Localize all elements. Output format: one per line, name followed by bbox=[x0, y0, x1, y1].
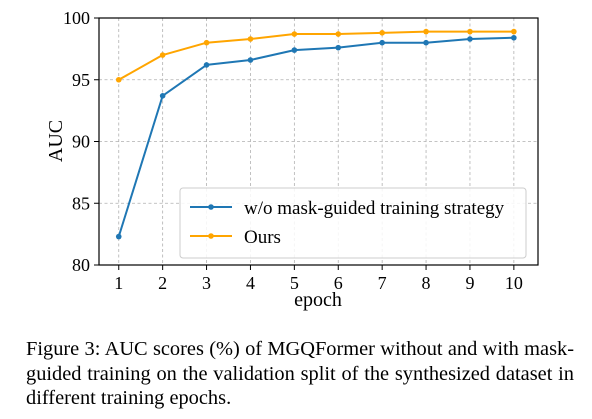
x-tick-label: 7 bbox=[378, 273, 387, 293]
legend-marker-series-2 bbox=[208, 233, 214, 239]
y-tick-label: 100 bbox=[63, 8, 90, 28]
data-point-series-1 bbox=[203, 62, 210, 68]
x-tick-label: 4 bbox=[246, 273, 255, 293]
y-tick-label: 85 bbox=[72, 193, 90, 213]
axis-ticks: 1 2 3 4 5 6 7 8 9 10 80 85 90 95 100 bbox=[63, 8, 523, 293]
legend-label-series-1: w/o mask-guided training strategy bbox=[244, 198, 505, 219]
data-point-series-2 bbox=[335, 31, 342, 37]
data-point-series-2 bbox=[247, 36, 254, 42]
x-tick-label: 6 bbox=[334, 273, 343, 293]
data-point-series-2 bbox=[159, 52, 166, 58]
series-line-2 bbox=[118, 30, 514, 81]
data-point-series-1 bbox=[379, 39, 385, 46]
x-tick-label: 9 bbox=[465, 273, 474, 293]
x-axis-label: epoch bbox=[294, 289, 342, 311]
y-tick-label: 80 bbox=[72, 255, 90, 275]
series-lines bbox=[115, 28, 517, 240]
x-tick-label: 2 bbox=[158, 273, 167, 293]
y-axis-label: AUC bbox=[45, 120, 67, 162]
data-point-series-2 bbox=[291, 31, 298, 37]
x-tick-label: 5 bbox=[290, 273, 299, 293]
data-point-series-2 bbox=[115, 76, 122, 83]
auc-line-chart: 1 2 3 4 5 6 7 8 9 10 80 85 90 95 100 epoch AUC w/o mas… bbox=[45, 8, 539, 311]
data-point-series-1 bbox=[115, 233, 122, 240]
x-tick-label: 8 bbox=[422, 273, 431, 293]
x-tick-label: 1 bbox=[114, 273, 123, 293]
x-tick-label: 3 bbox=[202, 273, 211, 293]
series-line-1 bbox=[117, 36, 514, 237]
x-tick-label: 10 bbox=[505, 273, 523, 293]
data-point-series-1 bbox=[247, 57, 254, 63]
legend-label-series-2: Ours bbox=[244, 227, 281, 248]
legend: w/o mask-guided training strategy Ours bbox=[179, 187, 527, 259]
data-point-series-2 bbox=[203, 39, 210, 46]
data-point-series-2 bbox=[423, 28, 429, 35]
legend-marker-series-1 bbox=[208, 204, 214, 210]
y-tick-label: 95 bbox=[72, 70, 90, 90]
data-point-series-1 bbox=[511, 34, 517, 41]
data-point-series-2 bbox=[511, 28, 517, 35]
y-tick-label: 90 bbox=[72, 132, 90, 152]
data-point-series-2 bbox=[467, 28, 473, 35]
legend-box bbox=[179, 187, 527, 259]
data-point-series-1 bbox=[159, 93, 166, 99]
data-point-series-1 bbox=[291, 47, 298, 53]
data-point-series-1 bbox=[335, 44, 342, 51]
data-point-series-2 bbox=[379, 30, 385, 36]
figure-caption: Figure 3: AUC scores (%) of MGQFormer wi… bbox=[26, 337, 574, 411]
figure-caption-text: AUC scores (%) of MGQFormer without and … bbox=[26, 338, 574, 410]
data-point-series-1 bbox=[423, 39, 429, 46]
data-point-series-1 bbox=[467, 36, 473, 42]
figure-caption-label: Figure 3: bbox=[26, 338, 101, 360]
